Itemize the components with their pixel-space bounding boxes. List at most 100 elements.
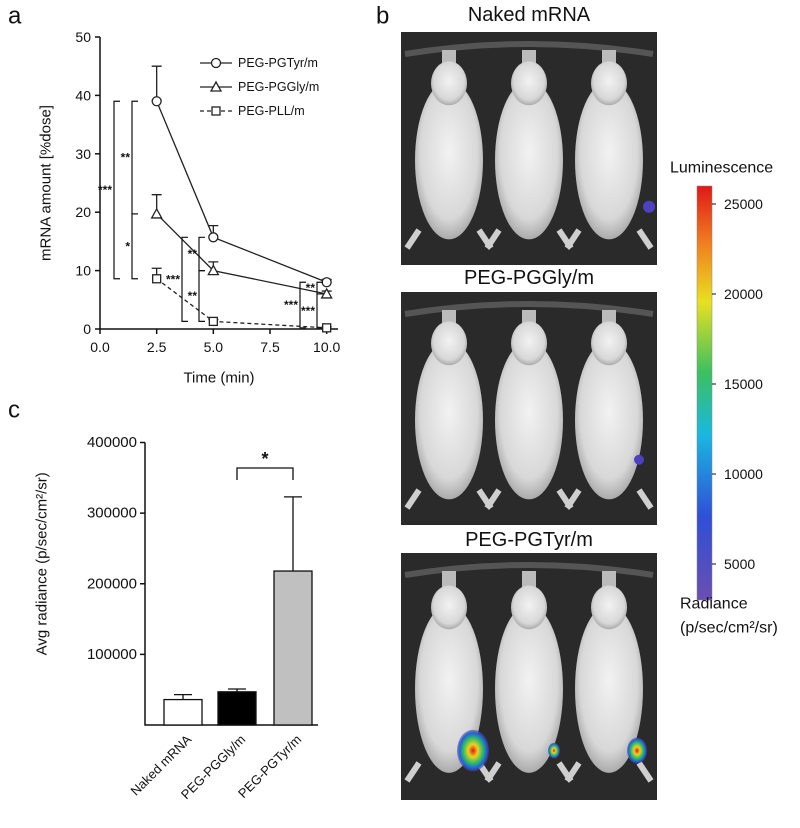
image-title: Naked mRNA	[468, 4, 591, 26]
y-tick-label: 200000	[87, 575, 137, 592]
mouse-head	[591, 61, 627, 106]
mouse-head	[431, 321, 467, 366]
mouse-legs	[564, 228, 654, 250]
significance-bracket	[316, 293, 323, 329]
marker	[150, 207, 163, 219]
mouse-legs	[564, 761, 654, 783]
significance-label: **	[121, 151, 131, 165]
image-rail	[404, 41, 654, 57]
mouse-body	[575, 604, 643, 773]
y-tick-label: 40	[75, 87, 91, 103]
mouse-head	[511, 585, 547, 630]
legend-label: PEG-PLL/m	[238, 104, 305, 118]
mouse-body	[415, 80, 483, 240]
y-tick-label: 300000	[87, 505, 137, 522]
significance-bracket	[113, 100, 120, 280]
significance-label: **	[306, 281, 316, 295]
x-tick-label: 2.5	[147, 339, 167, 355]
colorbar	[696, 185, 713, 601]
x-tick-label: 0.0	[90, 339, 110, 355]
image-title: PEG-PGGly/m	[464, 267, 594, 289]
marker	[208, 232, 219, 243]
bar	[273, 570, 313, 726]
colorbar-tick-label: 10000	[724, 466, 763, 482]
marker	[152, 274, 162, 284]
error-bar	[174, 693, 192, 700]
mouse-head	[431, 61, 467, 106]
y-tick-label: 50	[75, 29, 91, 45]
mouse-head	[511, 61, 547, 106]
y-tick-label: 0	[83, 321, 91, 337]
marker	[322, 323, 332, 333]
axis-line	[144, 442, 318, 726]
marker	[151, 96, 162, 107]
mouse-head	[591, 321, 627, 366]
mouse-head	[431, 585, 467, 630]
significance-bracket	[181, 236, 188, 323]
mouse-head	[591, 585, 627, 630]
colorbar-tick-label: 25000	[724, 196, 763, 212]
y-tick-label: 20	[75, 204, 91, 220]
significance-bracket	[198, 270, 205, 323]
mouse-head	[511, 321, 547, 366]
significance-label: *	[261, 449, 268, 469]
signal	[457, 729, 489, 772]
mouse-body	[495, 604, 563, 773]
colorbar-title: Luminescence	[670, 160, 773, 177]
y-axis-title: mRNA amount [%dose]	[38, 105, 55, 261]
colorbar-tick-label: 5000	[724, 556, 755, 572]
legend-label: PEG-PGTyr/m	[238, 56, 318, 70]
significance-label: *	[125, 239, 130, 253]
error-bar	[284, 496, 302, 572]
mouse-body	[575, 340, 643, 500]
signal	[627, 737, 647, 764]
significance-label: ***	[98, 183, 112, 197]
x-tick-label: 10.0	[313, 339, 340, 355]
image-rail	[404, 301, 654, 317]
significance-bracket	[131, 100, 138, 215]
mouse-legs	[564, 488, 654, 510]
mouse-body	[495, 80, 563, 240]
significance-label: ***	[284, 298, 298, 312]
marker	[320, 287, 333, 299]
x-tick-label: 5.0	[204, 339, 224, 355]
y-axis-title: Avg radiance (p/sec/cm²/sr)	[34, 472, 51, 655]
mouse-body	[415, 604, 483, 773]
marker	[210, 57, 222, 69]
significance-label: ***	[301, 304, 315, 318]
colorbar-tick-label: 15000	[724, 376, 763, 392]
significance-bracket	[236, 467, 294, 480]
significance-bracket	[198, 236, 205, 272]
significance-label: ***	[166, 272, 180, 286]
signal	[634, 454, 644, 465]
y-tick-label: 400000	[87, 434, 137, 451]
significance-bracket	[131, 213, 138, 280]
mouse-body	[495, 340, 563, 500]
colorbar-label: Radiance	[680, 596, 748, 613]
marker	[321, 277, 332, 288]
image-title: PEG-PGTyr/m	[465, 529, 593, 551]
marker	[209, 80, 223, 92]
mouse-body	[415, 340, 483, 500]
bar	[217, 691, 257, 726]
y-tick-label: 100000	[87, 646, 137, 663]
y-tick-label: 30	[75, 146, 91, 162]
significance-bracket	[299, 281, 306, 329]
x-tick-label: 7.5	[260, 339, 280, 355]
marker	[207, 264, 220, 276]
marker	[208, 316, 218, 327]
significance-label: **	[188, 289, 198, 303]
colorbar-label: (p/sec/cm²/sr)	[680, 620, 778, 637]
colorbar-tick-label: 20000	[724, 286, 763, 302]
panel-label: c	[8, 397, 20, 424]
mouse-body	[575, 80, 643, 240]
marker	[211, 106, 221, 116]
legend-label: PEG-PGGly/m	[238, 80, 319, 94]
image-rail	[404, 562, 654, 578]
panel-label: b	[376, 3, 389, 30]
panel-label: a	[8, 3, 22, 30]
bar	[163, 698, 203, 726]
error-bar	[151, 65, 162, 102]
signal	[643, 200, 655, 213]
